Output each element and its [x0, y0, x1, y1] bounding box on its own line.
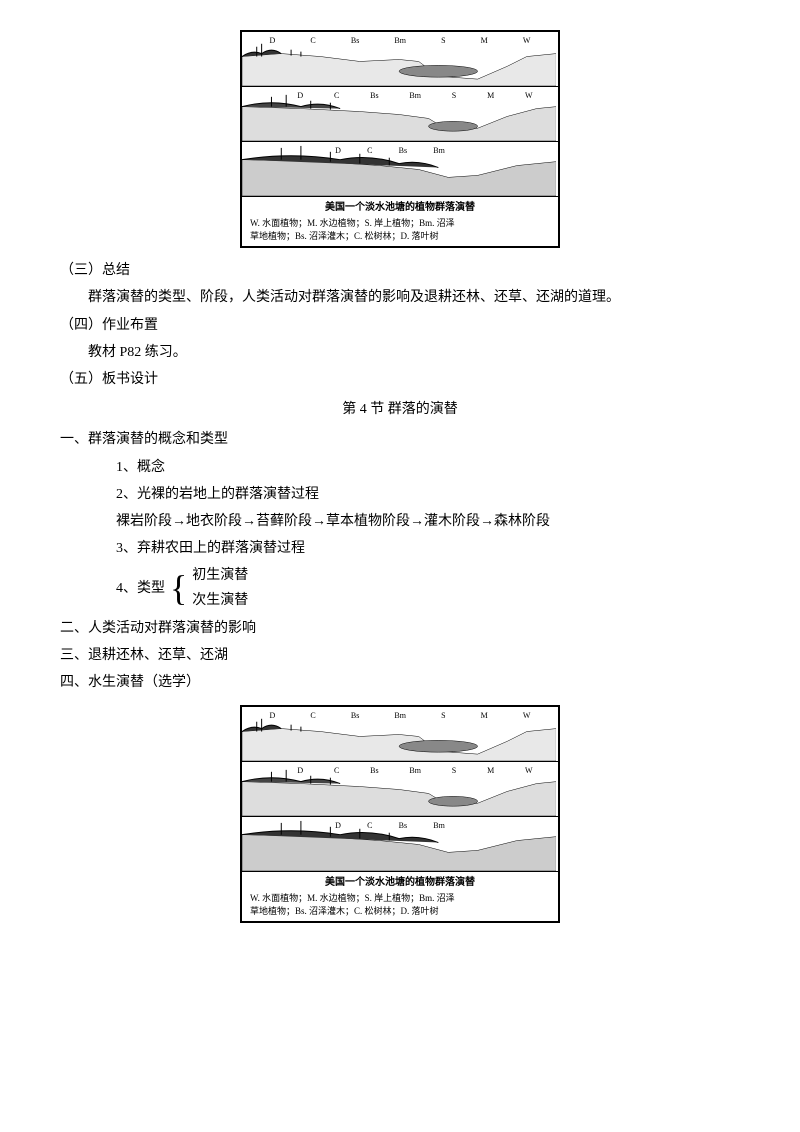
- diagram-frame: D C Bs Bm S M W D C Bs: [240, 30, 560, 248]
- outline-3: 三、退耕还林、还草、还湖: [60, 643, 740, 668]
- outline-1-1: 1、概念: [60, 455, 740, 480]
- d2-panel-1-labels: D C Bs Bm S M W: [242, 709, 558, 723]
- outline-2: 二、人类活动对群落演替的影响: [60, 616, 740, 641]
- outline-1: 一、群落演替的概念和类型: [60, 427, 740, 452]
- diagram-caption: 美国一个淡水池塘的植物群落演替 W. 水面植物；M. 水边植物；S. 岸上植物；…: [242, 197, 558, 246]
- panel-3-labels: D C Bs Bm: [242, 144, 558, 158]
- outline-1-2: 2、光裸的岩地上的群落演替过程: [60, 482, 740, 507]
- diagram2-panel-1: D C Bs Bm S M W: [242, 707, 558, 762]
- pond-succession-diagram-bottom: D C Bs Bm S M W D C Bs: [60, 705, 740, 923]
- diagram-panel-3: D C Bs Bm: [242, 142, 558, 197]
- section-5-heading: （五）板书设计: [60, 367, 740, 392]
- d2-legend-line-1: W. 水面植物；M. 水边植物；S. 岸上植物；Bm. 沼泽: [250, 892, 550, 905]
- outline-1-4-group: 4、类型 { 初生演替 次生演替: [60, 563, 740, 613]
- d2-panel-2-labels: D C Bs Bm S M W: [242, 764, 558, 778]
- diagram2-panel-3: D C Bs Bm: [242, 817, 558, 872]
- diagram-panel-2: D C Bs Bm S M W: [242, 87, 558, 142]
- outline-4: 四、水生演替（选学）: [60, 670, 740, 695]
- outline-1-4a: 初生演替: [192, 563, 248, 588]
- diagram-panel-1: D C Bs Bm S M W: [242, 32, 558, 87]
- outline-1-4-label: 4、类型: [116, 576, 165, 601]
- d2-panel-3-labels: D C Bs Bm: [242, 819, 558, 833]
- section-3-body: 群落演替的类型、阶段，人类活动对群落演替的影响及退耕还林、还草、还湖的道理。: [60, 285, 740, 310]
- diagram-frame-2: D C Bs Bm S M W D C Bs: [240, 705, 560, 923]
- section-4-heading: （四）作业布置: [60, 313, 740, 338]
- legend-line-2: 草地植物；Bs. 沼泽灌木；C. 松树林；D. 落叶树: [250, 230, 550, 243]
- legend-line-1: W. 水面植物；M. 水边植物；S. 岸上植物；Bm. 沼泽: [250, 217, 550, 230]
- bracket-items: 初生演替 次生演替: [192, 563, 248, 613]
- section-4-body: 教材 P82 练习。: [60, 340, 740, 365]
- section-3-heading: （三）总结: [60, 258, 740, 283]
- panel-1-labels: D C Bs Bm S M W: [242, 34, 558, 48]
- outline-1-2b: 裸岩阶段→地衣阶段→苔藓阶段→草本植物阶段→灌木阶段→森林阶段: [60, 509, 740, 534]
- diagram2-panel-2: D C Bs Bm S M W: [242, 762, 558, 817]
- diagram2-caption: 美国一个淡水池塘的植物群落演替 W. 水面植物；M. 水边植物；S. 岸上植物；…: [242, 872, 558, 921]
- outline-1-3: 3、弃耕农田上的群落演替过程: [60, 536, 740, 561]
- caption-title: 美国一个淡水池塘的植物群落演替: [250, 201, 550, 215]
- lesson-title: 第 4 节 群落的演替: [60, 397, 740, 422]
- pond-succession-diagram-top: D C Bs Bm S M W D C Bs: [60, 30, 740, 248]
- brace-icon: {: [170, 574, 187, 603]
- d2-legend-line-2: 草地植物；Bs. 沼泽灌木；C. 松树林；D. 落叶树: [250, 905, 550, 918]
- panel-2-labels: D C Bs Bm S M W: [242, 89, 558, 103]
- outline-1-4b: 次生演替: [192, 588, 248, 613]
- d2-caption-title: 美国一个淡水池塘的植物群落演替: [250, 876, 550, 890]
